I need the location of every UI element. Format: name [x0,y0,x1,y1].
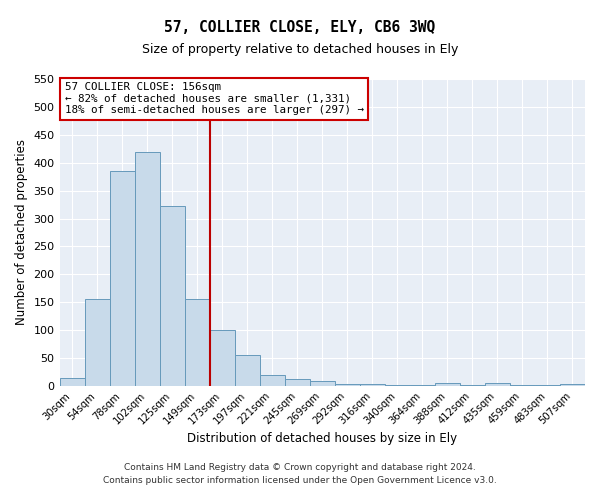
Bar [185,300,209,386]
Y-axis label: Number of detached properties: Number of detached properties [15,140,28,326]
Bar [485,383,510,386]
Bar [235,356,260,386]
Bar [560,384,585,386]
X-axis label: Distribution of detached houses by size in Ely: Distribution of detached houses by size … [187,432,457,445]
Bar [285,380,310,386]
Bar [310,382,335,386]
Bar [160,206,185,386]
Bar [134,152,160,386]
Bar [59,378,85,386]
Bar [360,384,385,386]
Text: 57, COLLIER CLOSE, ELY, CB6 3WQ: 57, COLLIER CLOSE, ELY, CB6 3WQ [164,20,436,35]
Bar [260,375,285,386]
Text: Contains public sector information licensed under the Open Government Licence v3: Contains public sector information licen… [103,476,497,485]
Bar [209,330,235,386]
Text: Contains HM Land Registry data © Crown copyright and database right 2024.: Contains HM Land Registry data © Crown c… [124,464,476,472]
Text: Size of property relative to detached houses in Ely: Size of property relative to detached ho… [142,42,458,56]
Text: 57 COLLIER CLOSE: 156sqm
← 82% of detached houses are smaller (1,331)
18% of sem: 57 COLLIER CLOSE: 156sqm ← 82% of detach… [65,82,364,116]
Bar [335,384,360,386]
Bar [385,385,410,386]
Bar [85,300,110,386]
Bar [435,383,460,386]
Bar [110,171,134,386]
